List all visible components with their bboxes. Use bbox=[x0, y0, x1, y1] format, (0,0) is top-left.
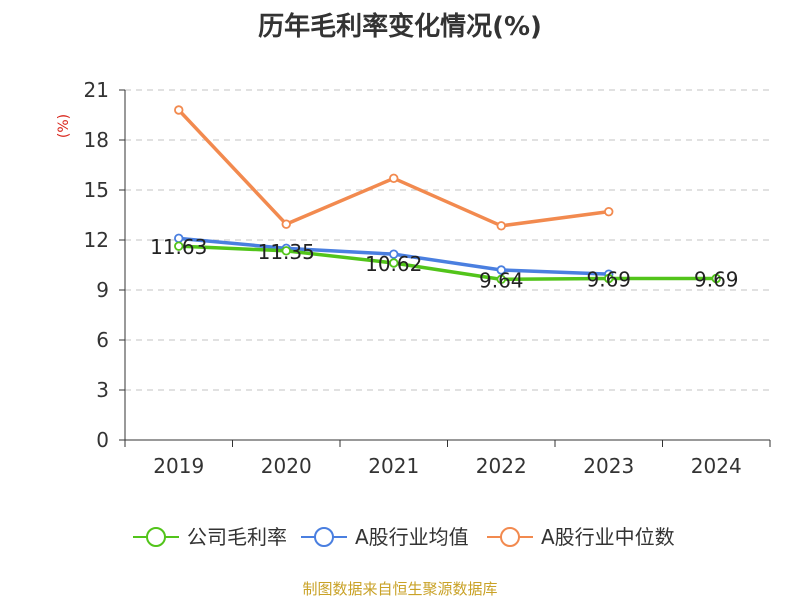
y-tick-label: 15 bbox=[84, 178, 109, 202]
y-tick-label: 18 bbox=[84, 128, 109, 152]
y-tick-label: 21 bbox=[84, 78, 109, 102]
y-tick-label: 12 bbox=[84, 228, 109, 252]
data-label: 11.35 bbox=[258, 240, 315, 264]
data-label: 9.69 bbox=[694, 268, 739, 292]
x-tick-label: 2024 bbox=[691, 454, 742, 478]
data-label-layer: 11.63 11.35 10.62 9.64 9.69 9.69 bbox=[150, 235, 738, 292]
data-point bbox=[496, 274, 506, 285]
y-tick-label: 0 bbox=[96, 428, 109, 452]
data-point bbox=[281, 246, 291, 256]
data-label: 9.64 bbox=[479, 268, 524, 292]
data-point bbox=[604, 273, 614, 284]
data-point bbox=[496, 265, 506, 275]
chart-title: 历年毛利率变化情况(%) bbox=[258, 12, 542, 42]
legend-label: A股行业中位数 bbox=[541, 525, 675, 549]
legend-marker bbox=[500, 527, 520, 547]
data-point bbox=[174, 241, 184, 251]
legend-label: 公司毛利率 bbox=[187, 525, 287, 549]
y-tick-label: 6 bbox=[96, 328, 109, 352]
x-tick-label: 2023 bbox=[583, 454, 634, 478]
data-point bbox=[174, 105, 184, 115]
y-tick-label: 9 bbox=[96, 278, 109, 302]
legend: 公司毛利率 A股行业均值 A股行业中位数 bbox=[133, 525, 675, 549]
axis-layer: 0 3 6 9 12 15 18 21 (%) 2019 2020 2021 2022 2023 2024 bbox=[56, 78, 771, 478]
data-point bbox=[281, 219, 291, 229]
series-line bbox=[178, 244, 717, 282]
x-tick-label: 2021 bbox=[368, 454, 419, 478]
data-point bbox=[604, 206, 614, 217]
x-tick-label: 2019 bbox=[153, 454, 204, 478]
legend-marker bbox=[146, 527, 166, 547]
data-source-note: 制图数据来自恒生聚源数据库 bbox=[302, 580, 498, 598]
series-layer bbox=[174, 105, 721, 285]
grid-layer bbox=[125, 89, 770, 391]
data-label: 9.69 bbox=[586, 268, 631, 292]
legend-label: A股行业均值 bbox=[355, 525, 469, 549]
series-line bbox=[177, 108, 609, 228]
data-point bbox=[496, 221, 506, 231]
data-point bbox=[389, 173, 399, 184]
data-label: 10.62 bbox=[365, 252, 422, 276]
legend-marker bbox=[314, 527, 334, 547]
data-point bbox=[389, 249, 399, 259]
data-point bbox=[711, 273, 721, 284]
x-tick-label: 2020 bbox=[261, 454, 312, 478]
x-tick-label: 2022 bbox=[476, 454, 527, 478]
data-label: 11.63 bbox=[150, 235, 207, 259]
data-point bbox=[389, 258, 399, 268]
y-tick-label: 3 bbox=[96, 378, 109, 402]
y-axis-title: (%) bbox=[56, 114, 72, 138]
